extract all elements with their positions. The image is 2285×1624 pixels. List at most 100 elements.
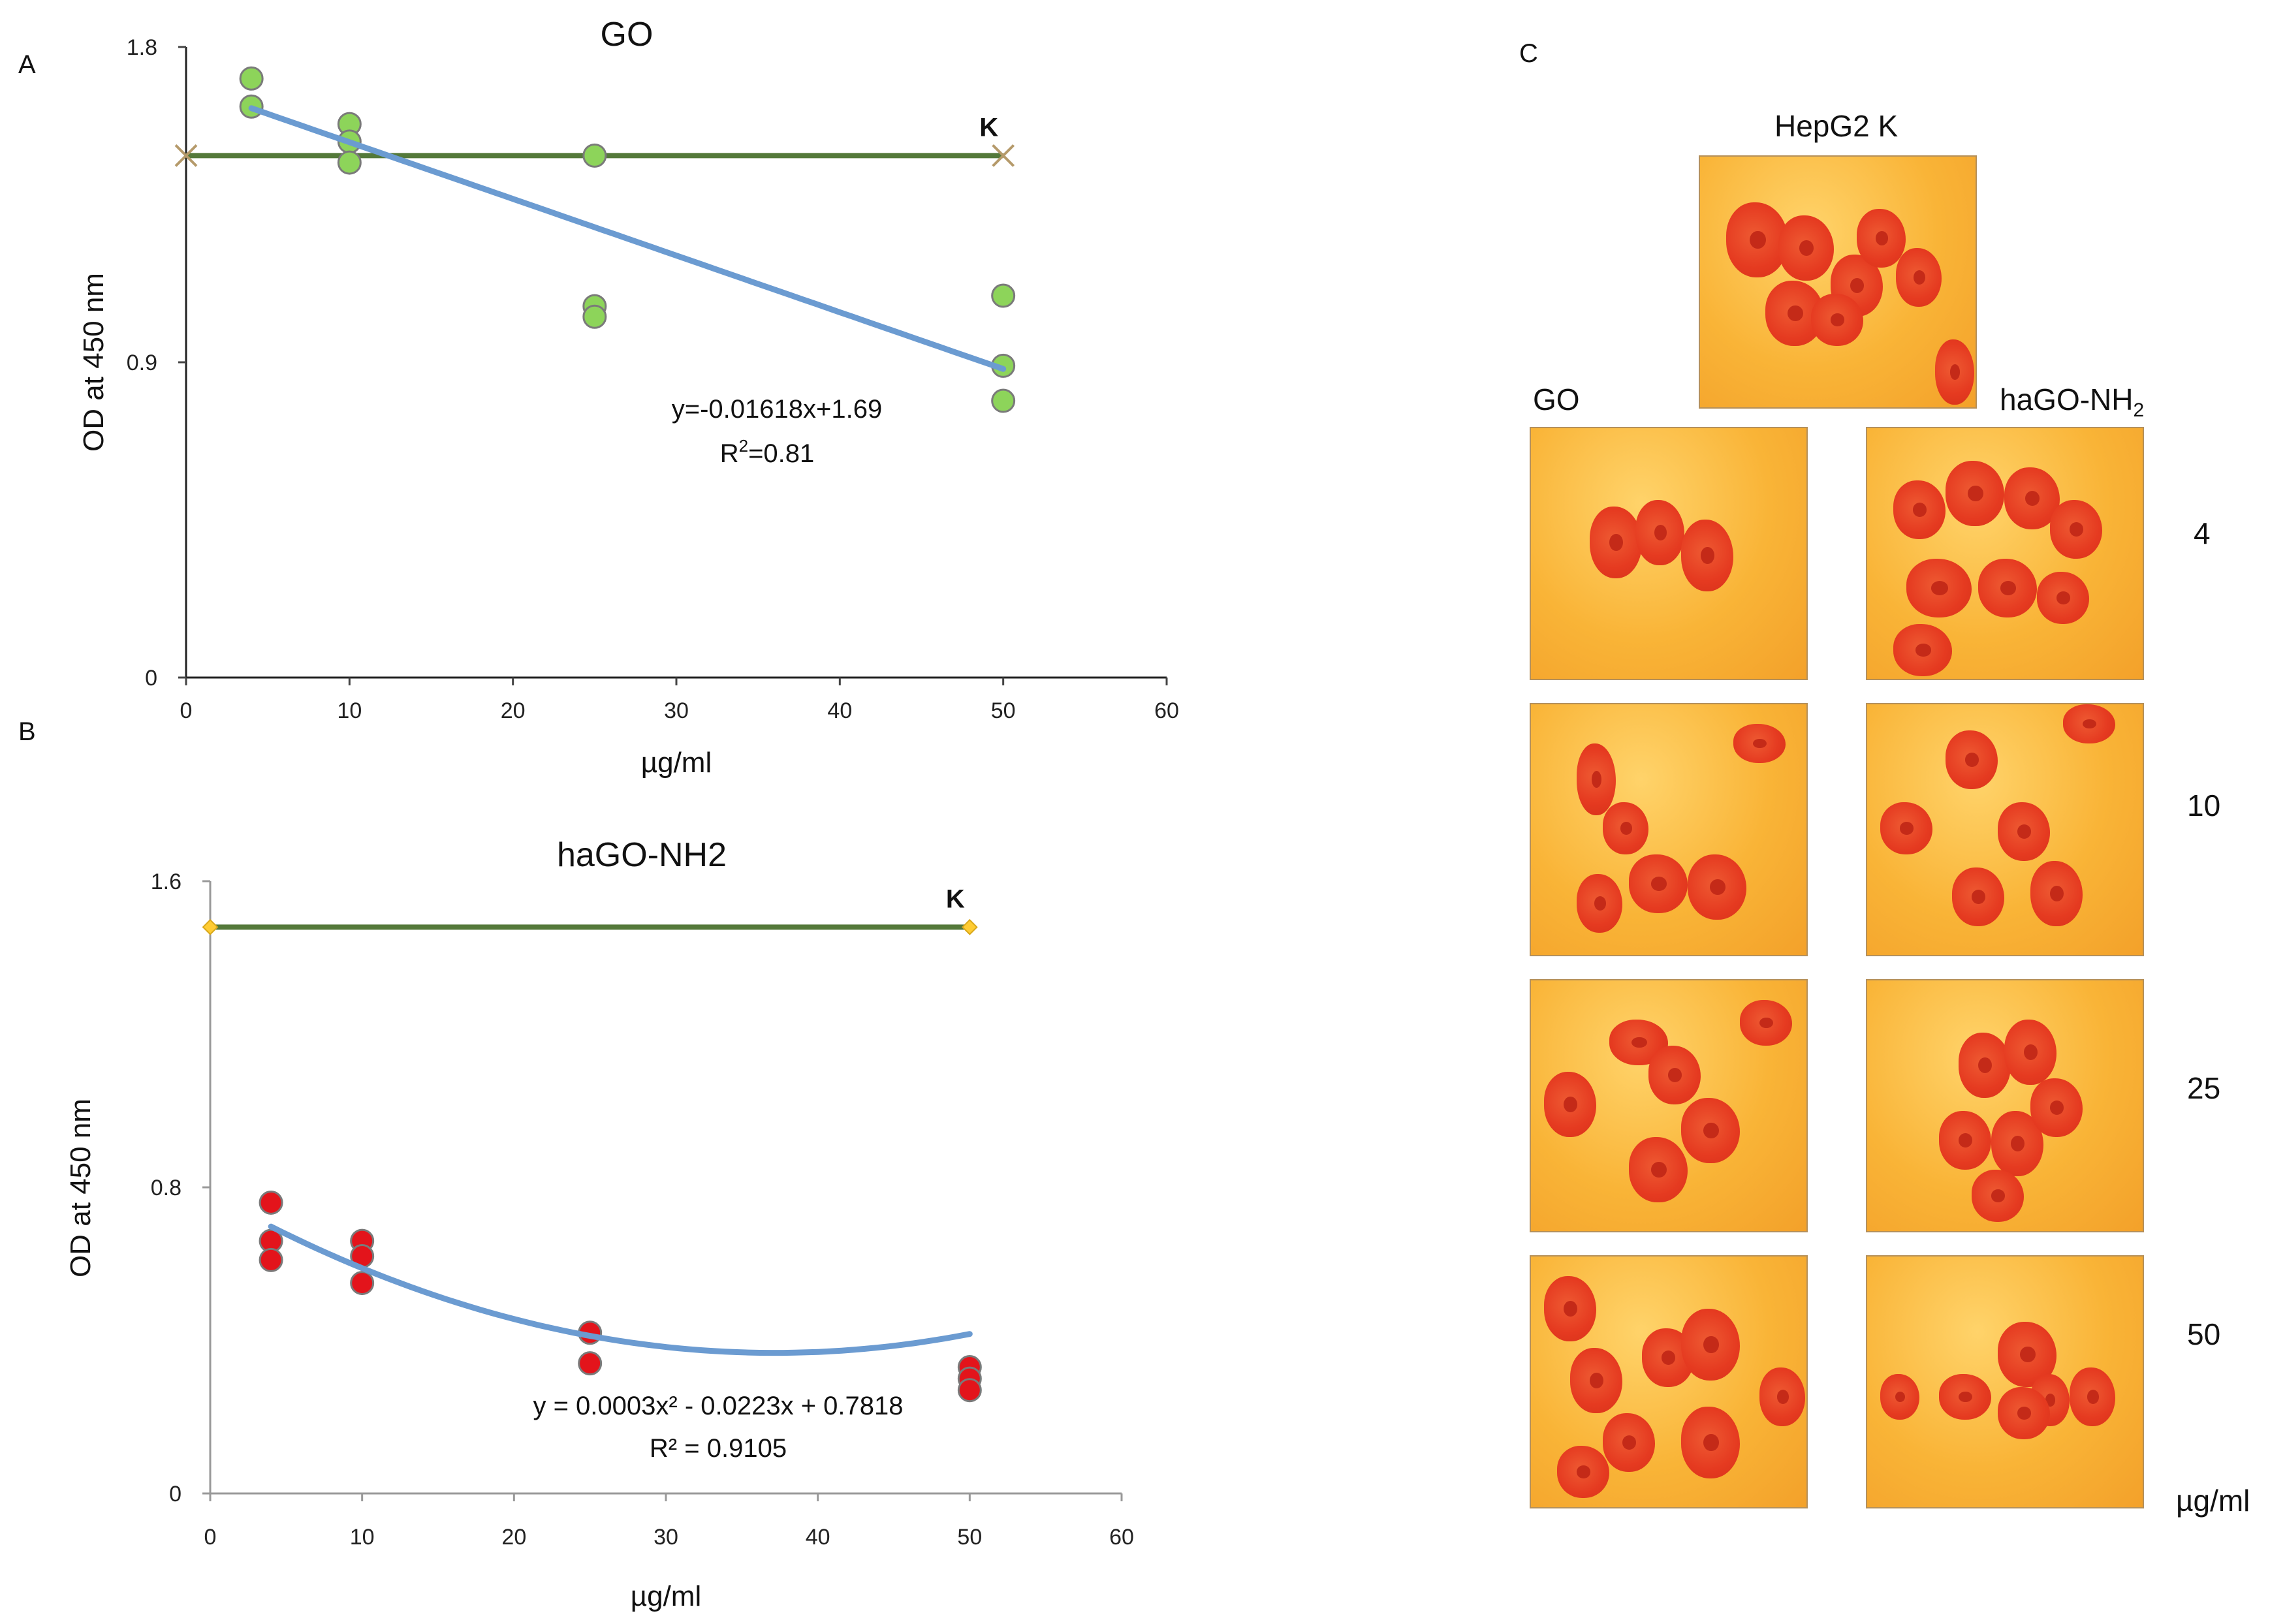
control-marker xyxy=(992,144,1015,167)
cell xyxy=(1880,802,1932,854)
cell-nucleus xyxy=(2087,1390,2099,1404)
cell xyxy=(2050,500,2102,559)
cell xyxy=(2030,1078,2083,1137)
cell-nucleus xyxy=(1900,822,1914,835)
cell xyxy=(1759,1367,1805,1426)
x-tick-label: 0 xyxy=(204,1525,217,1550)
micrograph-hago-10 xyxy=(1866,703,2144,956)
cell-nucleus xyxy=(1590,1373,1604,1388)
equation-hago: y = 0.0003x² - 0.0223x + 0.7818 xyxy=(533,1392,903,1420)
cell-nucleus xyxy=(1913,270,1925,285)
y-tick-label: 0 xyxy=(169,1482,181,1507)
cell xyxy=(1778,215,1834,281)
r-squared-hago: R² = 0.9105 xyxy=(650,1434,787,1463)
cell-nucleus xyxy=(1875,231,1888,245)
cell-nucleus xyxy=(1753,738,1767,749)
cell-nucleus xyxy=(1968,486,1983,501)
cell-nucleus xyxy=(1913,503,1927,517)
cell xyxy=(2004,1020,2056,1085)
cell-nucleus xyxy=(1564,1301,1578,1317)
cell-nucleus xyxy=(1701,546,1715,565)
cell-nucleus xyxy=(2070,522,2084,537)
unit-label: µg/ml xyxy=(2176,1484,2250,1518)
chart-title-go: GO xyxy=(601,16,654,54)
micrograph-go-50 xyxy=(1530,1255,1808,1508)
x-tick-label: 60 xyxy=(1109,1525,1134,1550)
cell-nucleus xyxy=(2083,719,2097,729)
chart-hago-nh2: B haGO-NH2 OD at 450 nm µg/ml 0 10 20 30 40 5… xyxy=(18,717,1134,1612)
column-label-go: GO xyxy=(1533,383,1580,416)
cell-nucleus xyxy=(1895,1391,1906,1403)
cell xyxy=(1946,730,1998,789)
micrograph-hago-25 xyxy=(1866,979,2144,1232)
data-point xyxy=(582,304,607,329)
y-tick-label: 1.6 xyxy=(151,869,181,894)
x-tick-label: 50 xyxy=(957,1525,982,1550)
cell-nucleus xyxy=(1759,1017,1774,1029)
cell-nucleus xyxy=(1799,240,1814,256)
cell xyxy=(1590,507,1642,578)
cell xyxy=(1978,559,2037,617)
control-marker xyxy=(961,918,978,935)
cell-nucleus xyxy=(1850,278,1865,293)
chart-go: A GO OD at 450 nm µg/ml 0 10 20 30 40 50 60 0 0.… xyxy=(18,16,1179,779)
cell-nucleus xyxy=(1609,533,1624,552)
x-tick-label: 20 xyxy=(501,1525,526,1550)
cell-nucleus xyxy=(1831,313,1845,326)
y-tick-label: 0.9 xyxy=(127,351,157,375)
row-label-10: 10 xyxy=(2187,789,2221,822)
cell xyxy=(1603,1413,1655,1472)
cell-nucleus xyxy=(1972,890,1986,904)
cell-nucleus xyxy=(1591,770,1602,789)
cell-nucleus xyxy=(1651,877,1667,891)
data-point xyxy=(259,1190,283,1215)
cell-nucleus xyxy=(1651,1162,1667,1178)
data-point xyxy=(991,283,1016,308)
y-tick-label: 0.8 xyxy=(151,1176,181,1200)
cell xyxy=(1972,1170,2024,1222)
row-label-50: 50 xyxy=(2187,1317,2221,1351)
cell xyxy=(1557,1446,1609,1498)
cell xyxy=(1577,874,1622,933)
x-axis-title-hago: µg/ml xyxy=(631,1580,701,1612)
cell-nucleus xyxy=(1959,1133,1973,1148)
cell xyxy=(1857,209,1906,268)
x-tick-label: 30 xyxy=(654,1525,678,1550)
data-point xyxy=(582,143,607,168)
trend-line xyxy=(248,105,1007,372)
cell-nucleus xyxy=(1931,581,1948,595)
cell-nucleus xyxy=(1631,1037,1647,1048)
cell-nucleus xyxy=(2056,591,2071,604)
cell xyxy=(1544,1276,1596,1341)
trend-line xyxy=(268,1223,973,1356)
micrograph-hago-4 xyxy=(1866,427,2144,680)
cell-nucleus xyxy=(1965,753,1979,767)
control-marker xyxy=(202,918,219,935)
cell-nucleus xyxy=(1668,1068,1682,1082)
cell-nucleus xyxy=(1662,1351,1676,1365)
cell xyxy=(1952,867,2004,926)
cell-nucleus xyxy=(1991,1189,2006,1202)
cell-nucleus xyxy=(1776,1390,1789,1404)
cell xyxy=(2030,861,2083,926)
cell xyxy=(1880,1374,1919,1420)
cell-nucleus xyxy=(2020,1347,2036,1362)
cell-nucleus xyxy=(1577,1465,1591,1478)
cell-nucleus xyxy=(2024,1044,2038,1060)
x-axis-title-go: µg/ml xyxy=(641,747,712,779)
cell xyxy=(1939,1111,1991,1170)
micrograph-go-25 xyxy=(1530,979,1808,1232)
cell xyxy=(1946,461,2004,526)
cell-nucleus xyxy=(1703,1123,1719,1138)
cell xyxy=(1935,339,1974,405)
cell xyxy=(1893,624,1952,676)
cell-nucleus xyxy=(1710,879,1726,895)
cell xyxy=(1570,1348,1622,1413)
cell xyxy=(1681,1407,1740,1478)
cell xyxy=(1629,854,1688,913)
chart-title-hago: haGO-NH2 xyxy=(557,836,727,874)
data-point xyxy=(337,150,362,175)
control-label-k: K xyxy=(979,113,998,142)
cell-nucleus xyxy=(2011,1136,2025,1151)
